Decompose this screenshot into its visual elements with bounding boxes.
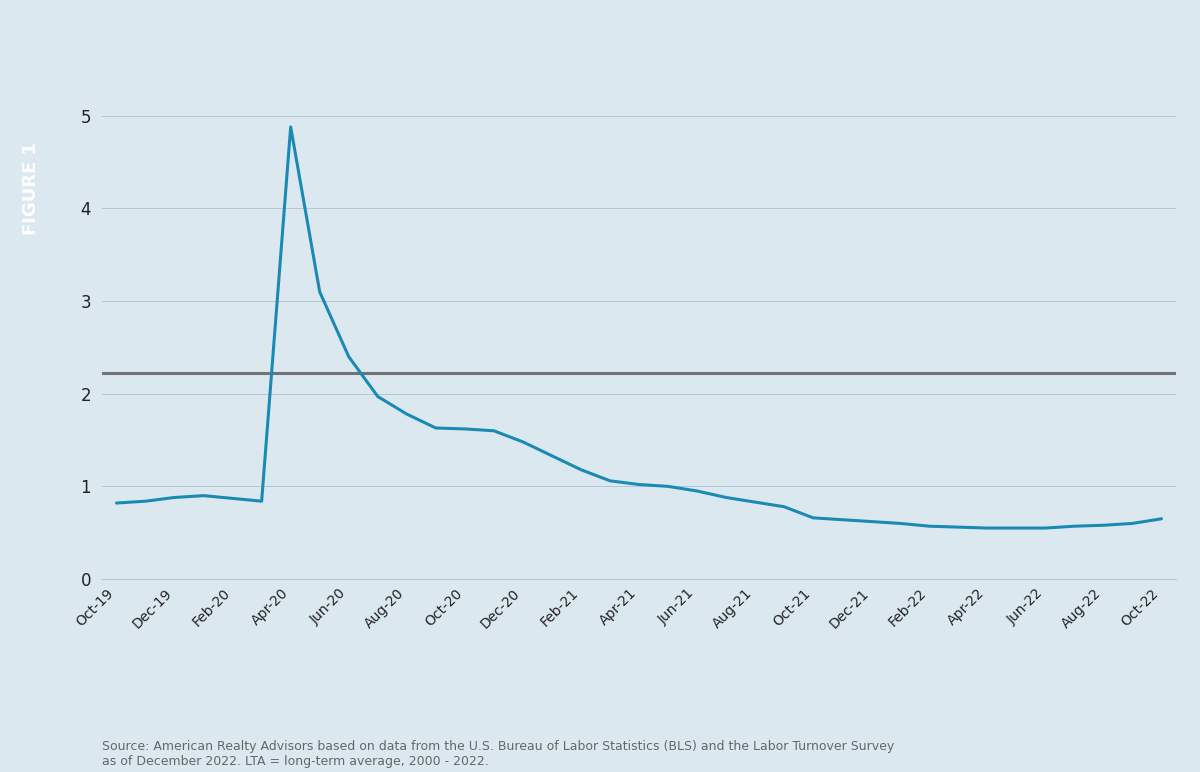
Text: Source: American Realty Advisors based on data from the U.S. Bureau of Labor Sta: Source: American Realty Advisors based o… [102,740,894,767]
Text: FIGURE 1: FIGURE 1 [22,141,41,235]
Legend: Unemployed persons per job opening ratio, LTA: Unemployed persons per job opening ratio… [348,770,930,772]
